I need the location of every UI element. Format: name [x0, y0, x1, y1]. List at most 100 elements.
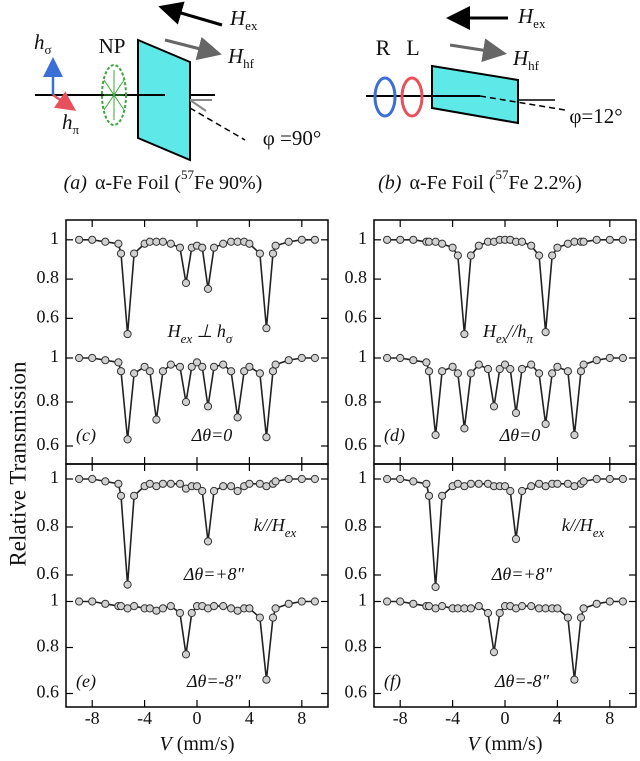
- h-ex-label: Hex: [229, 6, 258, 34]
- data-point: [579, 360, 588, 369]
- np-label: NP: [99, 34, 126, 58]
- data-point: [579, 237, 588, 246]
- l-label: L: [406, 35, 419, 60]
- data-point: [563, 613, 572, 622]
- data-point: [489, 648, 499, 657]
- label-part: H: [517, 4, 535, 28]
- caption: (a) α-Fe Foil (57Fe 90%): [64, 167, 263, 193]
- data-point: [140, 362, 149, 371]
- data-point: [517, 602, 527, 611]
- data-point: [198, 486, 207, 496]
- y-tick-label: 0.6: [345, 563, 368, 583]
- data-point: [495, 608, 504, 618]
- x-tick-label: 4: [245, 708, 254, 728]
- annotation: Δθ=-8": [186, 671, 242, 691]
- x-axis-label-part: V: [468, 733, 483, 755]
- annotation-part: ex: [285, 525, 297, 540]
- data-point: [517, 364, 527, 374]
- data-point: [495, 364, 504, 374]
- caption-part: α-Fe Foil (: [95, 172, 181, 194]
- data-point: [489, 402, 499, 411]
- y-tick-label: 0.8: [37, 515, 60, 535]
- data-point: [75, 597, 84, 606]
- y-tick-label: 1: [358, 346, 367, 366]
- data-point: [245, 239, 254, 248]
- data-point: [460, 329, 469, 339]
- data-point: [166, 360, 175, 369]
- data-point: [268, 613, 278, 622]
- data-point: [166, 479, 175, 488]
- data-point: [209, 362, 219, 371]
- data-point: [187, 608, 196, 618]
- data-point: [310, 597, 319, 606]
- annotation: k//Hex: [254, 515, 297, 540]
- data-point: [198, 362, 207, 371]
- y-tick-label: 0.6: [37, 682, 60, 702]
- caption-part: Fe 90%): [194, 172, 262, 194]
- data-point: [431, 430, 440, 440]
- data-point: [268, 249, 278, 258]
- data-point: [618, 353, 628, 363]
- data-point: [88, 353, 97, 363]
- data-point: [297, 353, 306, 363]
- h-sigma-label: hσ: [34, 30, 52, 58]
- data-point: [438, 491, 447, 500]
- data-point: [474, 360, 483, 369]
- data-point: [483, 608, 493, 618]
- data-point: [75, 353, 84, 363]
- data-point: [483, 364, 493, 374]
- annotation-part: ex: [181, 331, 193, 346]
- label-part: h: [34, 30, 45, 54]
- data-point: [255, 613, 264, 622]
- data-point: [209, 602, 219, 611]
- x-axis-label-part: (mm/s): [480, 733, 543, 755]
- data-point: [511, 408, 521, 418]
- annotation: Hex//hπ: [482, 321, 534, 346]
- data-point: [548, 251, 557, 260]
- h-ex-label: Hex: [517, 4, 546, 32]
- annotation-part: Δθ=+8": [491, 564, 553, 584]
- x-axis-label: V (mm/s): [160, 733, 235, 755]
- h-hf-label: Hhf: [227, 44, 255, 72]
- data-point: [116, 249, 126, 258]
- annotation-part: σ: [226, 331, 233, 346]
- y-tick-label: 0.8: [345, 515, 368, 535]
- data-point: [101, 356, 110, 365]
- h-hf-arrow: [164, 36, 222, 61]
- data-point: [409, 356, 418, 365]
- spectrum-line: [79, 239, 315, 335]
- data-point: [618, 474, 628, 484]
- data-point: [130, 491, 139, 500]
- data-point: [409, 477, 418, 486]
- data-point: [527, 241, 536, 250]
- data-point: [209, 486, 219, 496]
- data-point: [88, 474, 97, 484]
- data-point: [271, 241, 280, 250]
- data-point: [209, 243, 219, 252]
- annotation: Δθ=-8": [494, 671, 550, 691]
- data-point: [409, 599, 418, 608]
- data-point: [383, 474, 392, 484]
- x-tick-label: -4: [137, 708, 152, 728]
- data-point: [271, 477, 280, 486]
- h-ex-arrow: [158, 1, 223, 27]
- data-point: [570, 675, 579, 684]
- data-point: [553, 479, 562, 488]
- caption-part: α-Fe Foil (: [409, 172, 495, 194]
- data-point: [506, 364, 515, 374]
- x-axis-label: V (mm/s): [468, 733, 543, 755]
- data-point: [297, 474, 306, 484]
- data-point: [203, 284, 213, 294]
- y-tick-label: 0.6: [345, 434, 368, 454]
- normal-line: [479, 95, 566, 111]
- caption-part: (a): [64, 172, 88, 194]
- data-point: [310, 353, 319, 363]
- phi-label: φ=12°: [569, 104, 622, 128]
- y-tick-label: 1: [50, 228, 59, 248]
- label-part: σ: [45, 42, 52, 57]
- panel-label: (e): [76, 671, 96, 692]
- diagram-b: R L φ=12° Hex Hhf (b) α-Fe Foil (57Fe 2.2…: [366, 4, 623, 194]
- data-point: [438, 239, 447, 248]
- data-point: [453, 369, 462, 378]
